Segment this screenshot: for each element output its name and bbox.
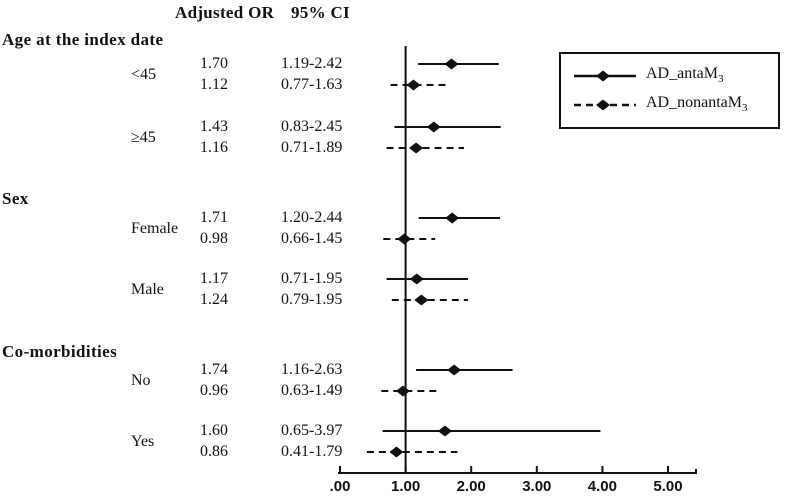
legend-diamond-marker — [596, 99, 610, 110]
legend-label-subscript: 3 — [741, 102, 748, 115]
or-value: 1.17 — [200, 270, 228, 287]
legend-label: AD_nonantaM3 — [646, 94, 748, 115]
or-value: 1.43 — [200, 118, 228, 135]
ci-range: 0.66-1.45 — [281, 230, 343, 247]
subgroup-label: Yes — [131, 432, 155, 450]
ci-range: 1.20-2.44 — [281, 209, 343, 226]
ci-range: 0.41-1.79 — [281, 443, 343, 460]
or-value: 0.96 — [200, 382, 228, 399]
ci-range: 1.19-2.42 — [281, 55, 343, 72]
subgroup-label: Male — [131, 280, 164, 298]
subgroup-label: <45 — [131, 65, 157, 83]
x-axis-tick-label: 1.00 — [390, 478, 421, 495]
legend-dashed-line-icon — [574, 99, 636, 110]
legend-box: AD_antaM3 AD_nonantaM3 — [559, 52, 780, 129]
or-value: 1.74 — [200, 361, 228, 378]
ci-range: 0.79-1.95 — [281, 291, 343, 308]
or-value: 1.60 — [200, 422, 228, 439]
or-diamond-marker — [389, 446, 404, 458]
ci-range: 0.77-1.63 — [281, 76, 343, 93]
x-axis-tick-label: 2.00 — [456, 478, 486, 495]
group-label: Sex — [2, 189, 29, 208]
legend-diamond-marker — [596, 70, 610, 81]
or-diamond-marker — [445, 212, 460, 224]
or-diamond-marker — [447, 364, 462, 376]
x-axis-tick-label: .00 — [329, 478, 351, 495]
x-axis-tick-label: 5.00 — [653, 478, 683, 495]
column-header-adjusted-or: Adjusted OR — [175, 3, 275, 22]
subgroup-label: ≥45 — [131, 128, 156, 146]
or-diamond-marker — [414, 294, 429, 306]
or-value: 1.16 — [200, 139, 228, 156]
legend-label-subscript: 3 — [717, 73, 724, 86]
or-diamond-marker — [437, 425, 452, 437]
legend-item-AD_antaM3: AD_antaM3 — [574, 61, 778, 90]
legend-item-AD_nonantaM3: AD_nonantaM3 — [574, 90, 778, 119]
group-label: Age at the index date — [2, 30, 164, 49]
or-diamond-marker — [444, 58, 459, 70]
or-diamond-marker — [426, 121, 441, 133]
ci-range: 0.65-3.97 — [281, 422, 343, 439]
or-value: 1.12 — [200, 76, 228, 93]
x-axis-tick-label: 4.00 — [587, 478, 617, 495]
ci-range: 0.83-2.45 — [281, 118, 343, 135]
or-value: 1.24 — [200, 291, 228, 308]
or-value: 1.71 — [200, 209, 228, 226]
ci-range: 0.71-1.95 — [281, 270, 343, 287]
column-header-95ci: 95% CI — [291, 3, 350, 22]
group-label: Co-morbidities — [2, 342, 118, 361]
or-value: 0.98 — [200, 230, 228, 247]
or-value: 0.86 — [200, 443, 228, 460]
subgroup-label: No — [131, 371, 151, 389]
ci-range: 0.71-1.89 — [281, 139, 343, 156]
or-diamond-marker — [409, 142, 424, 154]
or-diamond-marker — [397, 233, 412, 245]
x-axis-tick-label: 3.00 — [522, 478, 552, 495]
legend-label: AD_antaM3 — [646, 65, 724, 86]
subgroup-label: Female — [131, 219, 179, 237]
legend-solid-line-icon — [574, 70, 636, 81]
or-diamond-marker — [395, 385, 410, 397]
or-diamond-marker — [406, 79, 421, 91]
ci-range: 1.16-2.63 — [281, 361, 343, 378]
or-diamond-marker — [409, 273, 424, 285]
or-value: 1.70 — [200, 55, 228, 72]
ci-range: 0.63-1.49 — [281, 382, 343, 399]
